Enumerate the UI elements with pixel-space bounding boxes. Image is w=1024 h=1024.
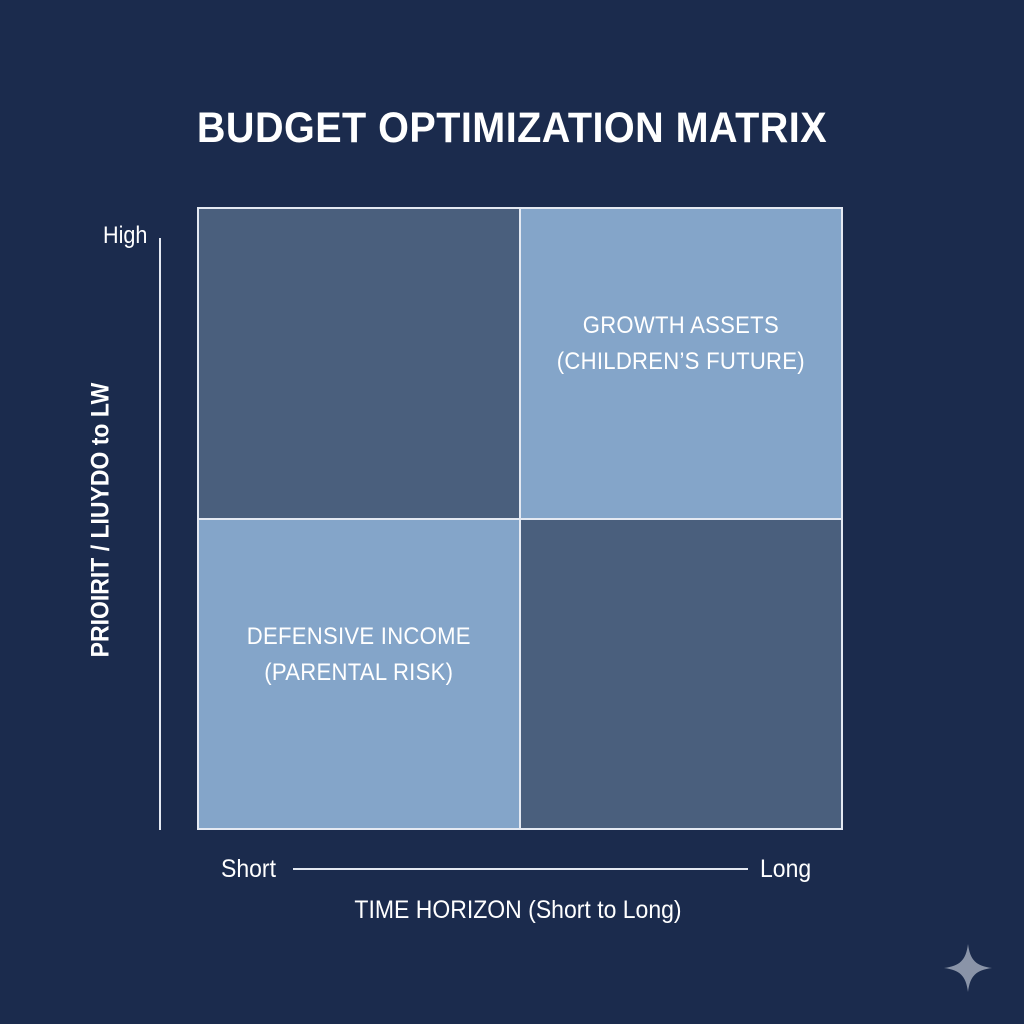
quadrant-growth-assets: GROWTH ASSETS (CHILDREN’S FUTURE) — [521, 209, 841, 518]
quadrant-label-line2: (CHILDREN’S FUTURE) — [556, 348, 806, 376]
x-axis-long-label: Long — [760, 855, 812, 883]
y-axis-high-label: High — [103, 222, 148, 249]
y-axis-line — [159, 238, 161, 830]
sparkle-icon — [944, 944, 992, 992]
x-axis-label: TIME HORIZON (Short to Long) — [354, 896, 682, 924]
quadrant-label: GROWTH ASSETS (CHILDREN’S FUTURE) — [557, 308, 805, 380]
x-axis-line — [293, 868, 748, 870]
y-axis-label: PRIOIRIT / LIUYDO to LW — [86, 382, 115, 658]
x-axis-short-label: Short — [221, 855, 276, 883]
quadrant-label-line1: GROWTH ASSETS — [582, 312, 780, 340]
matrix-grid: GROWTH ASSETS (CHILDREN’S FUTURE) DEFENS… — [197, 207, 843, 830]
quadrant-top-left — [199, 209, 519, 518]
quadrant-label-line2: (PARENTAL RISK) — [264, 658, 454, 686]
quadrant-defensive-income: DEFENSIVE INCOME (PARENTAL RISK) — [199, 519, 519, 828]
quadrant-bottom-right — [521, 519, 841, 828]
quadrant-label: DEFENSIVE INCOME (PARENTAL RISK) — [247, 619, 471, 691]
page-title: BUDGET OPTIMIZATION MATRIX — [196, 104, 828, 152]
quadrant-label-line1: DEFENSIVE INCOME — [246, 622, 472, 650]
